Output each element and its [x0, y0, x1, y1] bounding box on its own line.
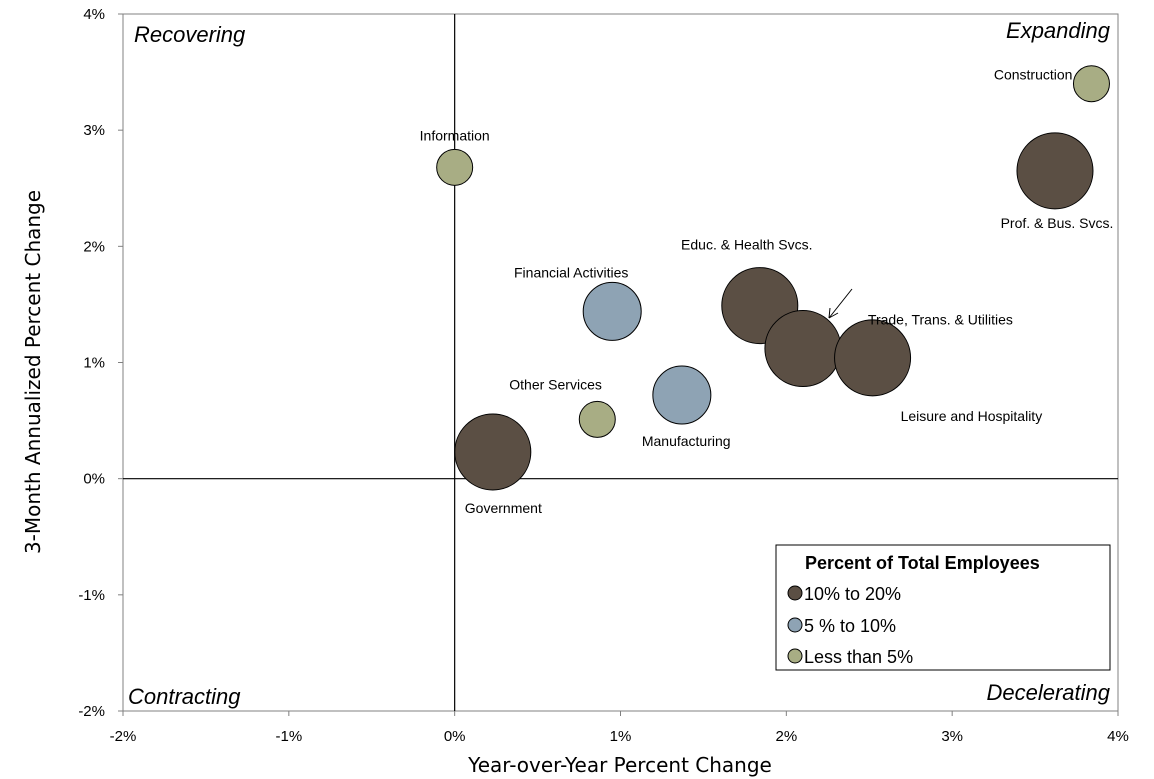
quadrant-contracting: Contracting: [128, 684, 241, 709]
bubble-label: Manufacturing: [642, 433, 731, 449]
axis-ticks: -2% -1% 0% 1% 2% 3% 4% 4% 3% 2% 1% 0% -1% -2%: [78, 6, 1129, 745]
x-axis-title: Year-over-Year Percent Change: [467, 753, 772, 777]
bubble: [436, 148, 474, 186]
bubble-label: Prof. & Bus. Svcs.: [1001, 215, 1114, 231]
legend-title: Percent of Total Employees: [805, 553, 1040, 573]
bubble: [764, 310, 842, 388]
legend-box: [775, 544, 1111, 671]
bubble: [578, 400, 616, 438]
y-axis-title: 3-Month Annualized Percent Change: [21, 190, 45, 554]
x-tick-label: 0%: [444, 728, 466, 745]
legend-label-small: Less than 5%: [804, 647, 913, 667]
bubble: [834, 319, 912, 397]
bubble-label: Information: [420, 127, 490, 143]
y-tick-label: -1%: [78, 587, 105, 604]
x-tick-label: 4%: [1107, 728, 1129, 745]
quadrant-expanding: Expanding: [1006, 18, 1111, 43]
bubble: [1072, 65, 1110, 103]
trade-arrowhead: [828, 307, 839, 319]
legend: Percent of Total Employees 10% to 20% 5 …: [775, 544, 1111, 671]
bubble-label: Other Services: [509, 376, 602, 392]
legend-label-medium: 5 % to 10%: [804, 616, 896, 636]
legend-swatch-large: [787, 585, 803, 601]
legend-swatch-medium: [787, 617, 803, 633]
bubble-label: Leisure and Hospitality: [901, 408, 1043, 424]
trade-arrow: [828, 288, 853, 319]
x-tick-label: -2%: [110, 728, 137, 745]
x-tick-label: 2%: [775, 728, 797, 745]
bubble: [454, 413, 532, 491]
point-labels: Construction Prof. & Bus. Svcs. Informatio…: [420, 67, 1114, 516]
bubble-label: Educ. & Health Svcs.: [681, 237, 813, 253]
quadrant-decelerating: Decelerating: [986, 680, 1110, 705]
legend-label-large: 10% to 20%: [804, 584, 901, 604]
quadrant-recovering: Recovering: [134, 22, 246, 47]
bubble-label: Government: [465, 500, 542, 516]
y-tick-label: 1%: [83, 355, 105, 372]
y-tick-label: 0%: [83, 471, 105, 488]
bubble: [582, 281, 642, 341]
bubble: [652, 365, 712, 425]
legend-swatch-small: [787, 648, 803, 664]
x-tick-label: 3%: [941, 728, 963, 745]
bubble-label: Trade, Trans. & Utilities: [868, 312, 1013, 328]
y-tick-label: 3%: [83, 122, 105, 139]
x-tick-label: 1%: [610, 728, 632, 745]
bubbles: [436, 65, 1110, 491]
bubble-label: Financial Activities: [514, 264, 628, 280]
y-tick-label: -2%: [78, 703, 105, 720]
y-tick-label: 2%: [83, 238, 105, 255]
x-tick-label: -1%: [275, 728, 302, 745]
bubble-label: Construction: [994, 67, 1073, 83]
y-tick-label: 4%: [83, 6, 105, 23]
bubble: [1016, 132, 1094, 210]
